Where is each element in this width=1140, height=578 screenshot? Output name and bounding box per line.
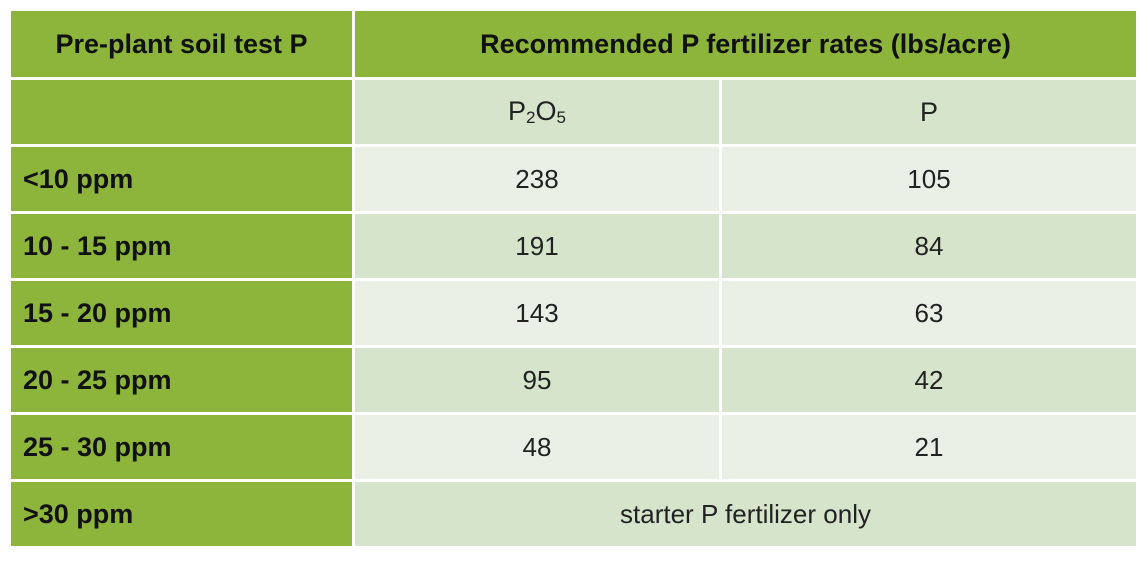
p2o5-value: 238	[352, 144, 722, 214]
table-row: <10 ppm 238 105	[8, 144, 1139, 214]
final-row: >30 ppm starter P fertilizer only	[8, 479, 1139, 549]
row-label: 10 - 15 ppm	[8, 211, 355, 281]
subheader-p: P	[719, 77, 1139, 147]
p2o5-value: 48	[352, 412, 722, 482]
table-row: 20 - 25 ppm 95 42	[8, 345, 1139, 415]
row-label: 25 - 30 ppm	[8, 412, 355, 482]
p-value: 21	[719, 412, 1139, 482]
subheader-p2o5: P2O5	[352, 77, 722, 147]
table-row: 10 - 15 ppm 191 84	[8, 211, 1139, 281]
subheader-row: P2O5 P	[8, 77, 1139, 147]
header-row: Pre-plant soil test P Recommended P fert…	[8, 8, 1139, 80]
p-value: 42	[719, 345, 1139, 415]
header-recommended-rates: Recommended P fertilizer rates (lbs/acre…	[352, 8, 1139, 80]
fertilizer-rate-table: Pre-plant soil test P Recommended P fert…	[8, 8, 1139, 549]
p2o5-value: 143	[352, 278, 722, 348]
header-soil-test: Pre-plant soil test P	[8, 8, 355, 80]
p-value: 84	[719, 211, 1139, 281]
p-value: 63	[719, 278, 1139, 348]
subheader-empty	[8, 77, 355, 147]
table-row: 15 - 20 ppm 143 63	[8, 278, 1139, 348]
row-label: 15 - 20 ppm	[8, 278, 355, 348]
row-label: >30 ppm	[8, 479, 355, 549]
fertilizer-table-container: Pre-plant soil test P Recommended P fert…	[8, 8, 1139, 574]
starter-note: starter P fertilizer only	[352, 479, 1139, 549]
table-row: 25 - 30 ppm 48 21	[8, 412, 1139, 482]
p2o5-o: O	[535, 96, 557, 126]
p2o5-sub-5: 5	[556, 108, 566, 127]
row-label: 20 - 25 ppm	[8, 345, 355, 415]
p2o5-sub-2: 2	[526, 108, 536, 127]
p2o5-p: P	[508, 96, 527, 126]
p2o5-value: 95	[352, 345, 722, 415]
p-value: 105	[719, 144, 1139, 214]
row-label: <10 ppm	[8, 144, 355, 214]
p2o5-value: 191	[352, 211, 722, 281]
